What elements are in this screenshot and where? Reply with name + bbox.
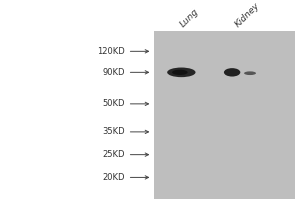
Ellipse shape [167, 68, 196, 77]
Text: 35KD: 35KD [102, 127, 124, 136]
Ellipse shape [172, 70, 188, 75]
Bar [1, 24, 154, 199]
Text: 25KD: 25KD [102, 150, 124, 159]
Text: 120KD: 120KD [97, 47, 124, 56]
Text: 20KD: 20KD [102, 173, 124, 182]
Text: Lung: Lung [178, 7, 200, 29]
Text: 50KD: 50KD [102, 99, 124, 108]
Bar [154, 31, 295, 199]
Text: Kidney: Kidney [233, 1, 261, 29]
Ellipse shape [224, 68, 240, 77]
Ellipse shape [244, 71, 256, 75]
Text: 90KD: 90KD [102, 68, 124, 77]
